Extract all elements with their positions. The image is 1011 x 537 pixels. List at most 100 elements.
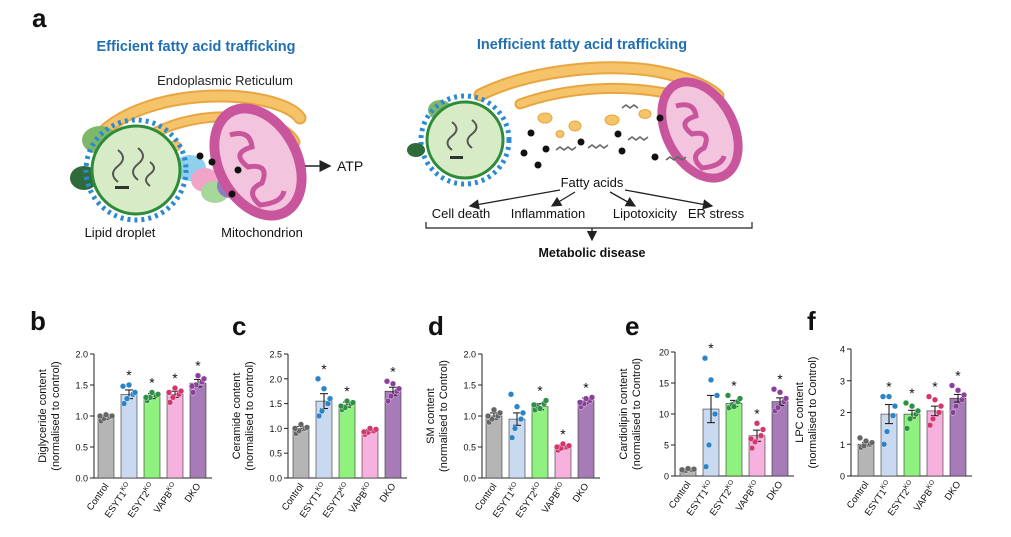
data-point — [507, 391, 515, 398]
significance-star: * — [708, 340, 714, 356]
data-point — [177, 388, 185, 395]
bar — [577, 400, 595, 479]
bar — [903, 413, 921, 477]
data-point — [747, 435, 755, 442]
data-point — [165, 389, 173, 396]
data-point — [366, 425, 374, 432]
bar — [531, 406, 549, 479]
x-tick-label-superscript: KO — [360, 481, 371, 493]
data-point — [372, 426, 380, 433]
y-tick-label: 2.5 — [269, 350, 282, 360]
y-tick-label: 0 — [664, 472, 669, 482]
data-point — [713, 392, 721, 399]
data-point — [119, 383, 127, 390]
data-point — [879, 393, 887, 400]
data-point — [320, 385, 328, 392]
y-axis-label-line-2: (normalised to Control) — [438, 360, 450, 472]
data-point — [102, 411, 110, 418]
significance-star: * — [909, 385, 915, 401]
x-tick-label-base: ESYT2 — [126, 489, 152, 520]
data-point — [906, 415, 914, 422]
bar — [97, 416, 115, 479]
data-point — [770, 386, 778, 393]
y-axis-label-line-2: (normalised to Control) — [807, 357, 819, 469]
data-point — [508, 434, 516, 441]
x-tick-label: VAPBKO — [911, 479, 940, 514]
y-tick-label: 1.0 — [75, 412, 88, 422]
significance-star: * — [754, 405, 760, 421]
data-point — [194, 372, 202, 379]
data-point — [954, 387, 962, 394]
data-point — [949, 409, 957, 416]
significance-star: * — [126, 367, 132, 383]
er-label: Endoplasmic Reticulum — [157, 73, 293, 88]
data-point — [582, 395, 590, 402]
data-point — [701, 355, 709, 362]
mito-label: Mitochondrion — [221, 225, 303, 240]
data-point — [123, 395, 131, 402]
x-tick-label-base: VAPB — [152, 489, 175, 515]
data-point — [948, 382, 956, 389]
x-tick-label-superscript: KO — [142, 481, 153, 493]
significance-star: * — [932, 379, 938, 395]
outcome-er-stress: ER stress — [688, 206, 745, 221]
data-point — [891, 403, 899, 410]
data-point — [200, 375, 208, 382]
x-tick-label: ESYT2KO — [125, 481, 157, 520]
y-tick-label: 2.0 — [269, 374, 282, 384]
x-tick-label-superscript: KO — [925, 479, 936, 491]
bar — [485, 415, 503, 479]
data-point — [318, 407, 326, 415]
x-tick-label-base: VAPB — [734, 487, 757, 513]
y-tick-label: 10 — [659, 410, 669, 420]
data-point — [960, 391, 968, 399]
data-point — [148, 389, 156, 396]
x-tick-label-base: DKO — [571, 481, 592, 504]
x-tick-label: ESYT2KO — [513, 481, 545, 520]
x-tick-label: DKO — [571, 481, 592, 504]
data-point — [678, 466, 686, 473]
significance-star: * — [321, 361, 327, 377]
outcome-inflammation: Inflammation — [511, 206, 585, 221]
chart-panel-b: b Diglyceride content (normalised to contr… — [30, 306, 212, 520]
data-point — [707, 376, 715, 384]
significance-star: * — [390, 363, 396, 379]
y-axis-label-line-1: Diglyceride content — [37, 369, 49, 463]
data-point — [337, 402, 345, 410]
data-point — [387, 393, 395, 400]
x-tick-label-superscript: KO — [724, 479, 735, 491]
data-point — [189, 389, 197, 396]
x-tick-label-base: DKO — [765, 479, 786, 502]
y-tick-label: 1.5 — [463, 381, 476, 391]
data-point — [511, 425, 519, 432]
x-tick-label-base: ESYT2 — [886, 487, 912, 518]
data-point — [889, 412, 897, 419]
bar — [166, 393, 184, 479]
significance-star: * — [172, 370, 178, 386]
x-tick-label-superscript: KO — [507, 481, 518, 493]
data-point — [903, 425, 911, 432]
y-tick-label: 1 — [840, 440, 845, 450]
y-tick-label: 0.5 — [269, 449, 282, 459]
data-point — [154, 391, 162, 398]
ld-label: Lipid droplet — [85, 225, 156, 240]
fatty-acids-label: Fatty acids — [561, 175, 624, 190]
panel-letter-b: b — [30, 306, 46, 336]
data-point — [553, 443, 561, 451]
data-point — [96, 412, 104, 420]
bar — [143, 395, 161, 479]
y-tick-label: 0.0 — [75, 474, 88, 484]
data-point — [496, 409, 504, 417]
data-point — [702, 463, 710, 470]
y-tick-label: 0.0 — [463, 474, 476, 484]
data-point — [926, 422, 934, 429]
efficient-title: Efficient fatty acid trafficking — [96, 39, 295, 55]
x-tick-label-base: ESYT2 — [708, 487, 734, 518]
chart-panel-d: d SM content (normalised to Control) 0.0 0.5… — [425, 311, 600, 520]
data-point — [360, 428, 368, 435]
data-point — [902, 399, 910, 407]
outcome-arrows — [468, 189, 714, 210]
metabolic-disease-label: Metabolic disease — [539, 246, 646, 260]
significance-star: * — [344, 383, 350, 399]
x-tick-label: VAPBKO — [733, 479, 762, 514]
